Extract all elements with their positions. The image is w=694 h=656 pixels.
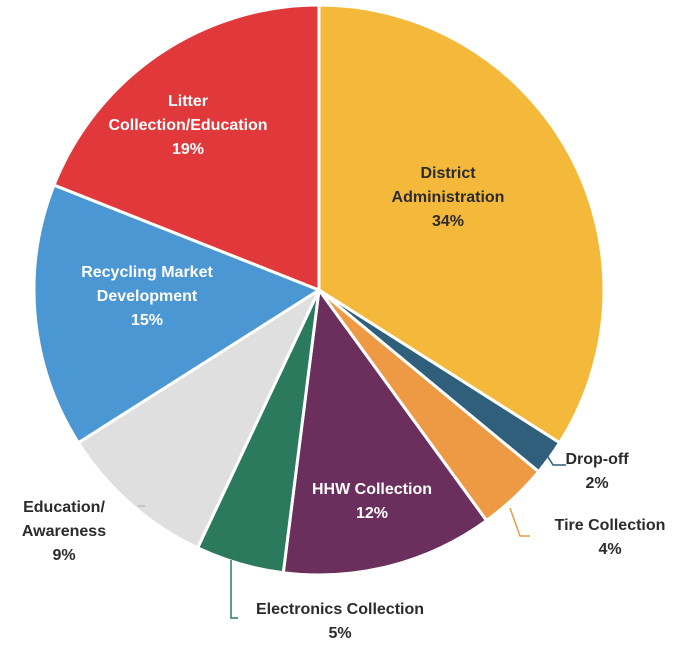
slice-label-litter-collection-education: Litter Collection/Education 19% <box>108 93 267 158</box>
slice-label-district-administration: District Administration 34% <box>392 165 505 230</box>
slice-label-hhw-collection: HHW Collection 12% <box>312 481 432 522</box>
slice-label-tire-collection: Tire Collection 4% <box>555 517 666 558</box>
slice-label-line-litter-collection-education: Litter <box>168 93 208 110</box>
slice-percent-district-administration: 34% <box>432 213 464 230</box>
slice-label-line-electronics-collection: Electronics Collection <box>256 601 424 618</box>
slice-label-line-hhw-collection: HHW Collection <box>312 481 432 498</box>
slice-label-education-awareness: Education/Awareness 9% <box>22 499 106 564</box>
slice-label-line-recycling-market-development: Development <box>97 288 198 305</box>
slice-label-line-district-administration: District <box>420 165 476 182</box>
leader-line-electronics-collection <box>230 560 238 619</box>
slice-label-line-district-administration: Administration <box>392 189 505 206</box>
slice-label-line-education-awareness: Awareness <box>22 523 106 540</box>
pie-slice-education-awareness <box>76 288 321 550</box>
leader-line-tire-collection <box>509 507 530 537</box>
slice-label-line-litter-collection-education: Collection/Education <box>108 117 267 134</box>
slice-percent-electronics-collection: 5% <box>328 625 351 642</box>
pie-slice-recycling-market-development <box>32 183 321 445</box>
slice-label-line-recycling-market-development: Recycling Market <box>81 264 213 281</box>
slice-percent-recycling-market-development: 15% <box>131 312 163 329</box>
slice-percent-education-awareness: 9% <box>52 547 75 564</box>
slice-label-electronics-collection: Electronics Collection 5% <box>256 601 424 642</box>
slice-label-line-tire-collection: Tire Collection <box>555 517 666 534</box>
slice-percent-hhw-collection: 12% <box>356 505 388 522</box>
pie-slice-litter-collection-education <box>52 3 321 292</box>
pie-slice-hhw-collection <box>281 288 489 577</box>
slice-label-drop-off: Drop-off 2% <box>565 451 629 492</box>
pie-slice-district-administration <box>317 3 606 445</box>
slice-label-recycling-market-development: Recycling Market Development 15% <box>81 264 213 329</box>
slice-percent-tire-collection: 4% <box>598 541 621 558</box>
slice-label-line-drop-off: Drop-off <box>565 451 629 468</box>
leader-line-drop-off <box>544 451 566 466</box>
slice-label-line-education-awareness: Education/ <box>23 499 105 516</box>
slice-percent-drop-off: 2% <box>585 475 608 492</box>
slice-percent-litter-collection-education: 19% <box>172 141 204 158</box>
